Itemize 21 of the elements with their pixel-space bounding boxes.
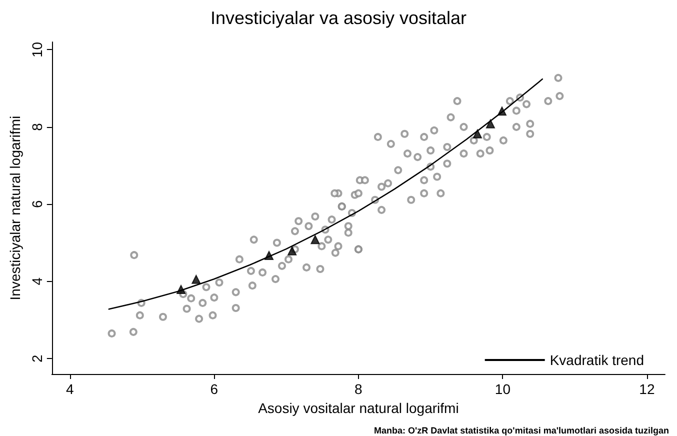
point <box>310 235 320 244</box>
y-axis-title: Investiciyalar natural logarifmi <box>7 116 23 300</box>
x-axis-title: Asosiy vositalar natural logarifmi <box>258 400 459 416</box>
x-tick-label: 10 <box>494 381 511 397</box>
point <box>486 119 495 128</box>
point <box>192 274 201 284</box>
line-series <box>108 78 544 310</box>
legend-label: Kvadratik trend <box>550 352 644 368</box>
text: Manba: O'zR Davlat statistika qo'mitasi ma'lumotlari asosida tuzilgan <box>374 426 670 436</box>
chart-title: Investiciyalar va asosiy vositalar <box>210 8 467 28</box>
y-tick-label: 6 <box>28 200 45 208</box>
x-tick-label: 12 <box>639 381 655 397</box>
y-tick-label: 10 <box>28 42 45 58</box>
y-tick-label: 8 <box>28 122 45 131</box>
x-tick-label: 8 <box>354 381 363 397</box>
y-tick-label: 2 <box>28 354 45 362</box>
x-tick-label: 4 <box>66 381 74 397</box>
point <box>288 246 297 256</box>
x-tick-label: 6 <box>210 381 218 397</box>
y-tick-label: 4 <box>28 277 45 286</box>
point <box>472 129 482 138</box>
